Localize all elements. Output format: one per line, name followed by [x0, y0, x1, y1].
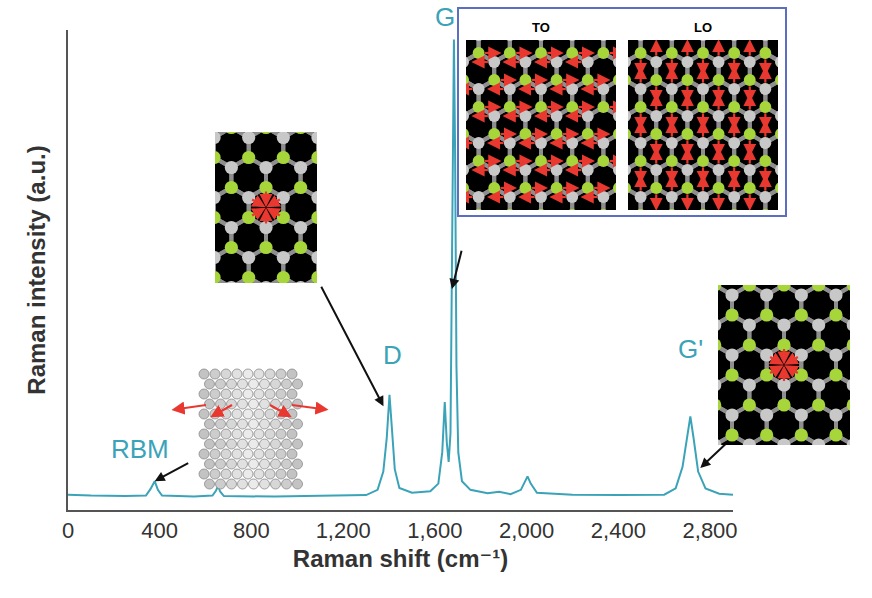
svg-text:1,600: 1,600 [407, 518, 462, 543]
svg-text:2,400: 2,400 [591, 518, 646, 543]
svg-text:D: D [383, 340, 402, 370]
svg-text:Raman intensity (a.u.): Raman intensity (a.u.) [23, 145, 50, 394]
svg-text:1,200: 1,200 [316, 518, 371, 543]
svg-text:G': G' [678, 334, 703, 364]
svg-text:400: 400 [141, 518, 178, 543]
svg-text:2,800: 2,800 [683, 518, 738, 543]
svg-text:2,000: 2,000 [499, 518, 554, 543]
svg-text:G: G [435, 2, 455, 32]
svg-text:TO: TO [532, 20, 550, 35]
svg-text:800: 800 [233, 518, 270, 543]
svg-text:LO: LO [694, 20, 712, 35]
svg-text:0: 0 [62, 518, 74, 543]
svg-text:RBM: RBM [111, 434, 169, 464]
svg-text:Raman shift (cm⁻¹): Raman shift (cm⁻¹) [293, 545, 508, 572]
